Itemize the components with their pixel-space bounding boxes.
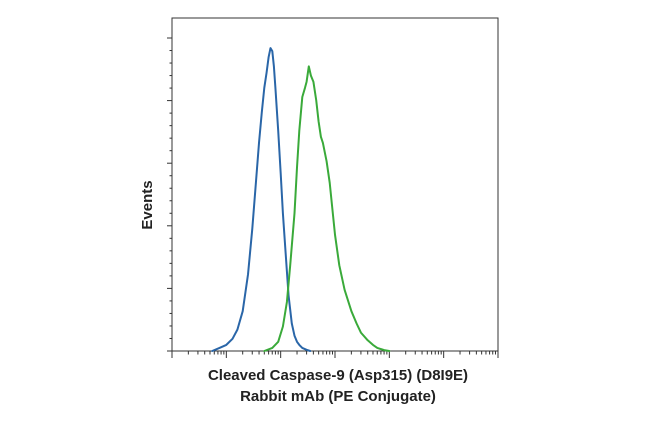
histogram-series-1	[211, 47, 312, 352]
plot-frame	[171, 17, 499, 352]
x-axis-title-line-2: Rabbit mAb (PE Conjugate)	[240, 388, 436, 405]
series-layer	[211, 47, 391, 352]
x-axis-ticks	[171, 351, 499, 358]
x-axis-title-line-1: Cleaved Caspase-9 (Asp315) (D8I9E)	[208, 367, 468, 384]
y-axis-title: Events	[139, 180, 156, 229]
histogram-series-2	[263, 65, 391, 352]
y-axis-ticks	[167, 37, 172, 352]
